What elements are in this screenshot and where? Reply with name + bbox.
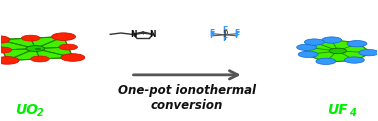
Circle shape <box>304 39 324 45</box>
Circle shape <box>329 48 346 54</box>
Circle shape <box>31 56 49 62</box>
Circle shape <box>322 37 342 43</box>
Text: 2: 2 <box>37 108 44 118</box>
Circle shape <box>359 49 378 56</box>
Text: One-pot ionothermal
conversion: One-pot ionothermal conversion <box>118 84 256 112</box>
Circle shape <box>0 36 10 43</box>
Circle shape <box>61 54 85 61</box>
Circle shape <box>298 51 318 57</box>
Polygon shape <box>0 37 73 60</box>
Text: +: + <box>141 31 146 36</box>
Circle shape <box>297 44 316 50</box>
Circle shape <box>344 57 364 63</box>
Text: F: F <box>222 34 228 43</box>
Circle shape <box>52 33 76 40</box>
Text: P: P <box>222 30 227 39</box>
Text: F: F <box>210 31 215 40</box>
Circle shape <box>59 44 77 50</box>
Text: N: N <box>149 30 156 39</box>
Circle shape <box>35 48 41 50</box>
Text: F: F <box>235 31 240 40</box>
Circle shape <box>347 41 367 47</box>
Circle shape <box>22 35 40 41</box>
Text: F: F <box>222 26 228 35</box>
Circle shape <box>316 58 336 64</box>
Circle shape <box>0 47 12 53</box>
Text: N: N <box>130 30 137 39</box>
Circle shape <box>26 46 45 52</box>
Text: F: F <box>210 29 215 38</box>
Text: F: F <box>235 29 240 38</box>
Text: UO: UO <box>15 102 38 117</box>
Text: 4: 4 <box>349 108 355 118</box>
Polygon shape <box>304 39 371 62</box>
Text: UF: UF <box>327 102 348 117</box>
Circle shape <box>0 57 19 64</box>
